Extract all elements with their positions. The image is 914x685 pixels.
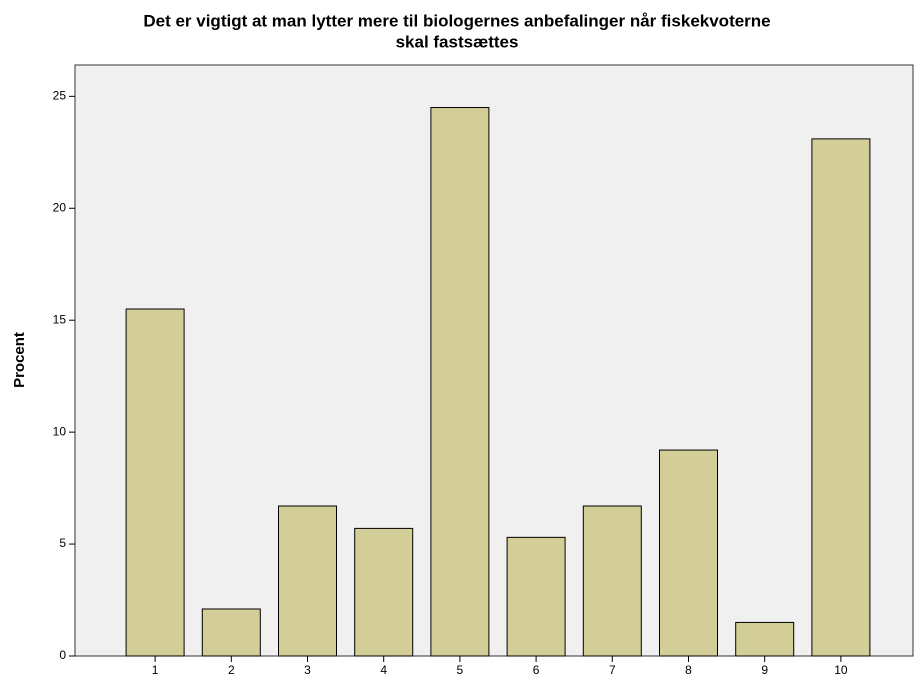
x-tick-label: 6 [533,663,540,677]
y-tick-label: 15 [53,312,67,326]
plot-area [74,64,914,657]
x-tick-label: 7 [609,663,616,677]
x-tick-label: 2 [228,663,235,677]
x-tick-label: 3 [304,663,311,677]
bar [506,536,566,657]
x-tick-label: 9 [761,663,768,677]
x-tick-label: 1 [152,663,159,677]
y-tick-label: 5 [59,536,66,550]
x-tick-label: 5 [457,663,464,677]
bar [430,107,490,657]
y-axis-label: Procent [11,332,28,388]
x-tick-label: 4 [380,663,387,677]
x-tick-label: 10 [834,663,848,677]
bar [201,608,261,657]
y-tick-label: 20 [53,200,67,214]
bar [582,505,642,657]
x-tick-label: 8 [685,663,692,677]
chart-title: skal fastsættes [396,32,519,51]
y-tick-label: 0 [59,648,66,662]
y-tick-label: 25 [53,89,67,103]
bar [735,621,795,657]
bar [659,449,718,657]
bar [278,505,337,657]
bar [125,308,185,657]
chart-title: Det er vigtigt at man lytter mere til bi… [143,11,770,30]
bar [354,527,414,657]
bar [811,138,871,657]
y-tick-label: 10 [53,424,67,438]
